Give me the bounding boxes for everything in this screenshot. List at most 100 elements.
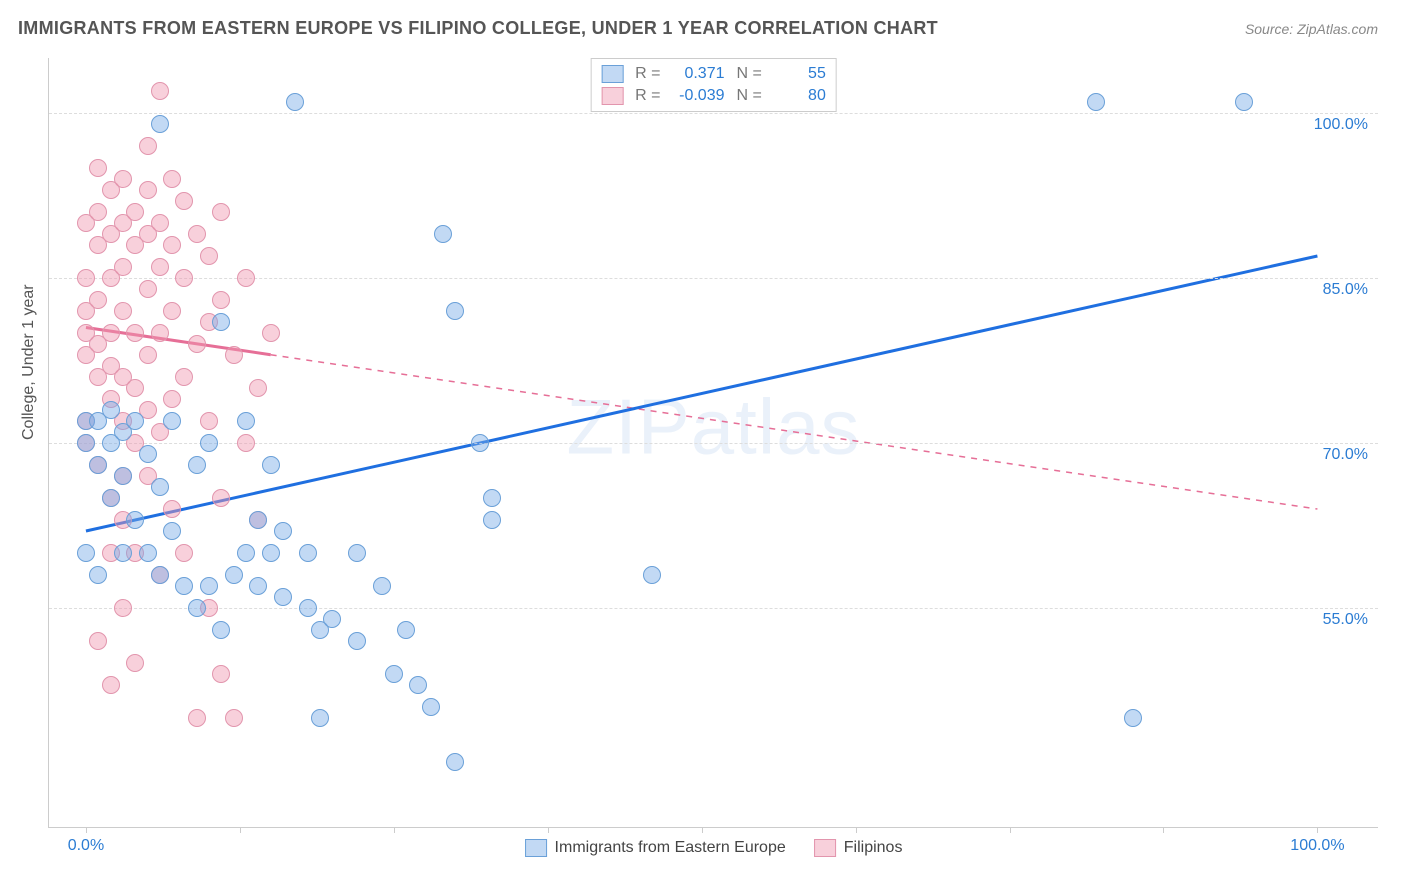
data-point-eastern-europe [643,566,661,584]
data-point-filipinos [225,346,243,364]
data-point-eastern-europe [237,544,255,562]
data-point-filipinos [139,280,157,298]
data-point-eastern-europe [163,412,181,430]
data-point-eastern-europe [397,621,415,639]
n-value-filipinos: 80 [774,87,826,105]
r-value-eastern-europe: 0.371 [673,65,725,83]
source-attribution: Source: ZipAtlas.com [1245,21,1378,37]
data-point-filipinos [114,170,132,188]
data-point-eastern-europe [323,610,341,628]
data-point-filipinos [212,665,230,683]
y-tick-label: 85.0% [1323,281,1368,299]
data-point-eastern-europe [274,522,292,540]
data-point-filipinos [237,434,255,452]
data-point-filipinos [102,324,120,342]
data-point-filipinos [89,632,107,650]
data-point-filipinos [188,709,206,727]
data-point-filipinos [151,82,169,100]
x-tick [856,827,857,833]
data-point-eastern-europe [114,544,132,562]
data-point-eastern-europe [1235,93,1253,111]
data-point-filipinos [151,324,169,342]
data-point-eastern-europe [409,676,427,694]
data-point-eastern-europe [126,412,144,430]
data-point-eastern-europe [89,456,107,474]
data-point-filipinos [212,203,230,221]
data-point-filipinos [114,258,132,276]
data-point-filipinos [126,654,144,672]
series-label: Filipinos [844,839,903,857]
legend-label: R = [635,65,660,83]
data-point-eastern-europe [471,434,489,452]
data-point-eastern-europe [151,115,169,133]
data-point-eastern-europe [175,577,193,595]
data-point-eastern-europe [77,434,95,452]
y-tick-label: 55.0% [1323,611,1368,629]
data-point-eastern-europe [286,93,304,111]
gridline [49,113,1378,114]
data-point-eastern-europe [151,478,169,496]
data-point-filipinos [188,225,206,243]
data-point-eastern-europe [163,522,181,540]
data-point-filipinos [175,269,193,287]
swatch-filipinos [814,839,836,857]
data-point-eastern-europe [200,577,218,595]
data-point-eastern-europe [311,709,329,727]
swatch-eastern-europe [601,65,623,83]
legend-label: R = [635,87,660,105]
data-point-filipinos [77,269,95,287]
series-legend: Immigrants from Eastern Europe Filipinos [525,839,903,857]
data-point-filipinos [151,258,169,276]
data-point-filipinos [126,324,144,342]
data-point-eastern-europe [422,698,440,716]
data-point-filipinos [126,203,144,221]
y-tick-label: 70.0% [1323,446,1368,464]
data-point-eastern-europe [483,489,501,507]
data-point-filipinos [188,335,206,353]
legend-row-eastern-europe: R = 0.371 N = 55 [601,63,826,85]
data-point-eastern-europe [102,401,120,419]
x-tick-label: 100.0% [1290,837,1344,855]
data-point-eastern-europe [262,544,280,562]
data-point-eastern-europe [373,577,391,595]
gridline [49,608,1378,609]
data-point-filipinos [114,302,132,320]
x-tick [1163,827,1164,833]
data-point-eastern-europe [1124,709,1142,727]
data-point-filipinos [237,269,255,287]
data-point-eastern-europe [139,544,157,562]
data-point-eastern-europe [249,577,267,595]
data-point-filipinos [175,368,193,386]
x-tick-label: 0.0% [68,837,104,855]
data-point-filipinos [212,489,230,507]
data-point-filipinos [89,203,107,221]
data-point-eastern-europe [126,511,144,529]
data-point-filipinos [151,214,169,232]
chart-plot-area: ZIPatlas R = 0.371 N = 55 R = -0.039 N =… [48,58,1378,828]
data-point-eastern-europe [299,599,317,617]
data-point-filipinos [114,599,132,617]
data-point-eastern-europe [237,412,255,430]
chart-title: IMMIGRANTS FROM EASTERN EUROPE VS FILIPI… [18,18,938,39]
data-point-eastern-europe [299,544,317,562]
data-point-eastern-europe [151,566,169,584]
r-value-filipinos: -0.039 [673,87,725,105]
data-point-filipinos [175,192,193,210]
data-point-filipinos [126,379,144,397]
data-point-filipinos [89,159,107,177]
data-point-filipinos [163,390,181,408]
data-point-filipinos [139,346,157,364]
data-point-filipinos [139,137,157,155]
x-tick [86,827,87,833]
data-point-eastern-europe [77,544,95,562]
y-tick-label: 100.0% [1314,116,1368,134]
data-point-eastern-europe [446,753,464,771]
x-tick [394,827,395,833]
x-tick [702,827,703,833]
data-point-filipinos [200,412,218,430]
data-point-eastern-europe [446,302,464,320]
data-point-eastern-europe [212,621,230,639]
correlation-legend: R = 0.371 N = 55 R = -0.039 N = 80 [590,58,837,112]
data-point-eastern-europe [1087,93,1105,111]
data-point-filipinos [262,324,280,342]
